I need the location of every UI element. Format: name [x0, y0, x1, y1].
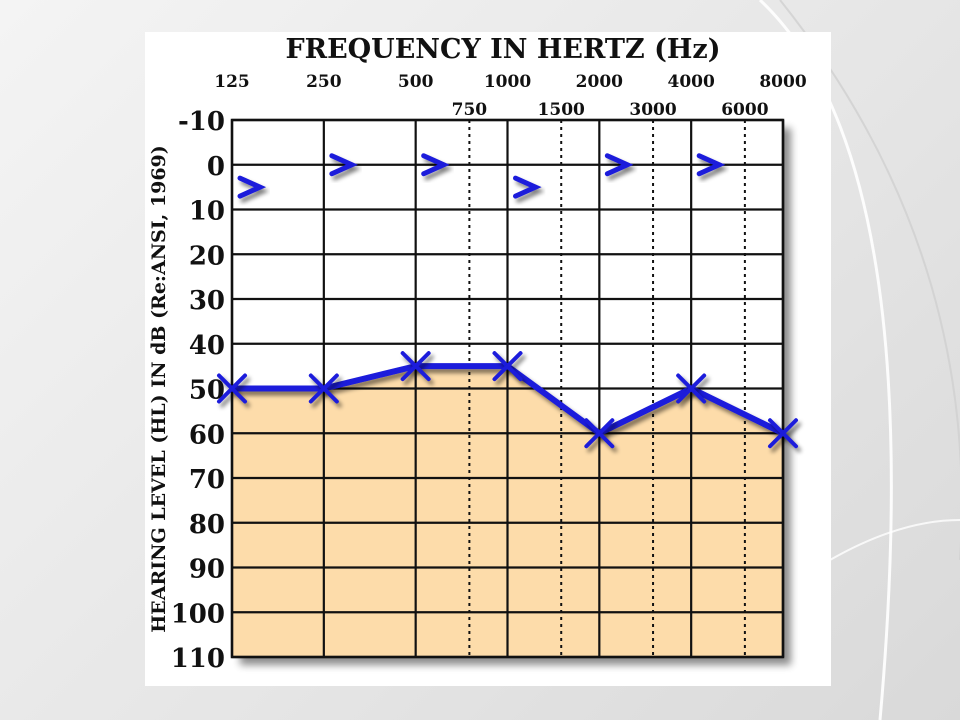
- x-marker-stroke: [400, 351, 431, 382]
- x-tick-label: 2000: [576, 72, 623, 92]
- data-point-x-marker: [492, 351, 523, 382]
- x-tick-label: 1000: [484, 72, 531, 92]
- chart-title: FREQUENCY IN HERTZ (Hz): [285, 34, 720, 65]
- y-tick-label: -10: [178, 107, 225, 137]
- x-tick-label: 6000: [721, 100, 768, 120]
- decorative-arc: [779, 0, 960, 560]
- y-tick-label: 80: [189, 510, 225, 540]
- x-axis-ticks: 125 250 500 1000 2000 4000 8000 750 1500 3000 6000: [214, 72, 807, 120]
- data-point-x-marker: [217, 373, 247, 404]
- y-tick-label: 60: [189, 420, 225, 450]
- x-tick-label: 1500: [538, 100, 585, 120]
- data-point-bone-marker: [329, 153, 358, 177]
- y-tick-label: 110: [171, 644, 225, 674]
- y-tick-label: 90: [189, 555, 225, 585]
- x-marker-stroke: [308, 373, 339, 404]
- y-tick-label: 10: [189, 197, 225, 227]
- data-point-bone-marker: [604, 153, 634, 177]
- series-group: [217, 153, 798, 449]
- y-axis-label: HEARING LEVEL (HL) IN dB (Re:ANSI, 1969): [148, 145, 170, 633]
- x-tick-label: 8000: [759, 72, 806, 92]
- y-tick-label: 20: [189, 241, 225, 271]
- x-marker-stroke: [584, 418, 615, 449]
- x-tick-label: 125: [214, 72, 250, 92]
- data-point-bone-marker: [513, 175, 542, 199]
- y-tick-label: 40: [189, 331, 225, 361]
- x-marker-stroke: [217, 373, 247, 404]
- data-point-bone-marker: [237, 175, 267, 199]
- y-tick-label: 30: [189, 286, 225, 316]
- data-point-bone-marker: [696, 153, 726, 177]
- x-tick-label: 250: [306, 72, 342, 92]
- decorative-arc: [829, 519, 960, 561]
- y-tick-label: 0: [207, 152, 225, 182]
- y-tick-label: 70: [189, 465, 225, 495]
- data-point-x-marker: [400, 351, 431, 382]
- data-point-x-marker: [676, 373, 707, 404]
- x-marker-stroke: [492, 351, 523, 382]
- data-point-x-marker: [308, 373, 339, 404]
- data-point-bone-marker: [421, 153, 450, 177]
- x-tick-label: 3000: [629, 100, 676, 120]
- x-tick-label: 750: [452, 100, 488, 120]
- x-marker-stroke: [768, 418, 798, 449]
- data-point-x-marker: [584, 418, 615, 449]
- x-tick-label: 500: [398, 72, 434, 92]
- x-marker-stroke: [676, 373, 707, 404]
- data-point-x-marker: [768, 418, 798, 449]
- audiogram-panel: FREQUENCY IN HERTZ (Hz) HEARING LEVEL (H…: [145, 32, 831, 686]
- y-tick-label: 100: [171, 599, 225, 629]
- audiogram-chart: FREQUENCY IN HERTZ (Hz) HEARING LEVEL (H…: [148, 34, 807, 674]
- x-tick-label: 4000: [668, 72, 715, 92]
